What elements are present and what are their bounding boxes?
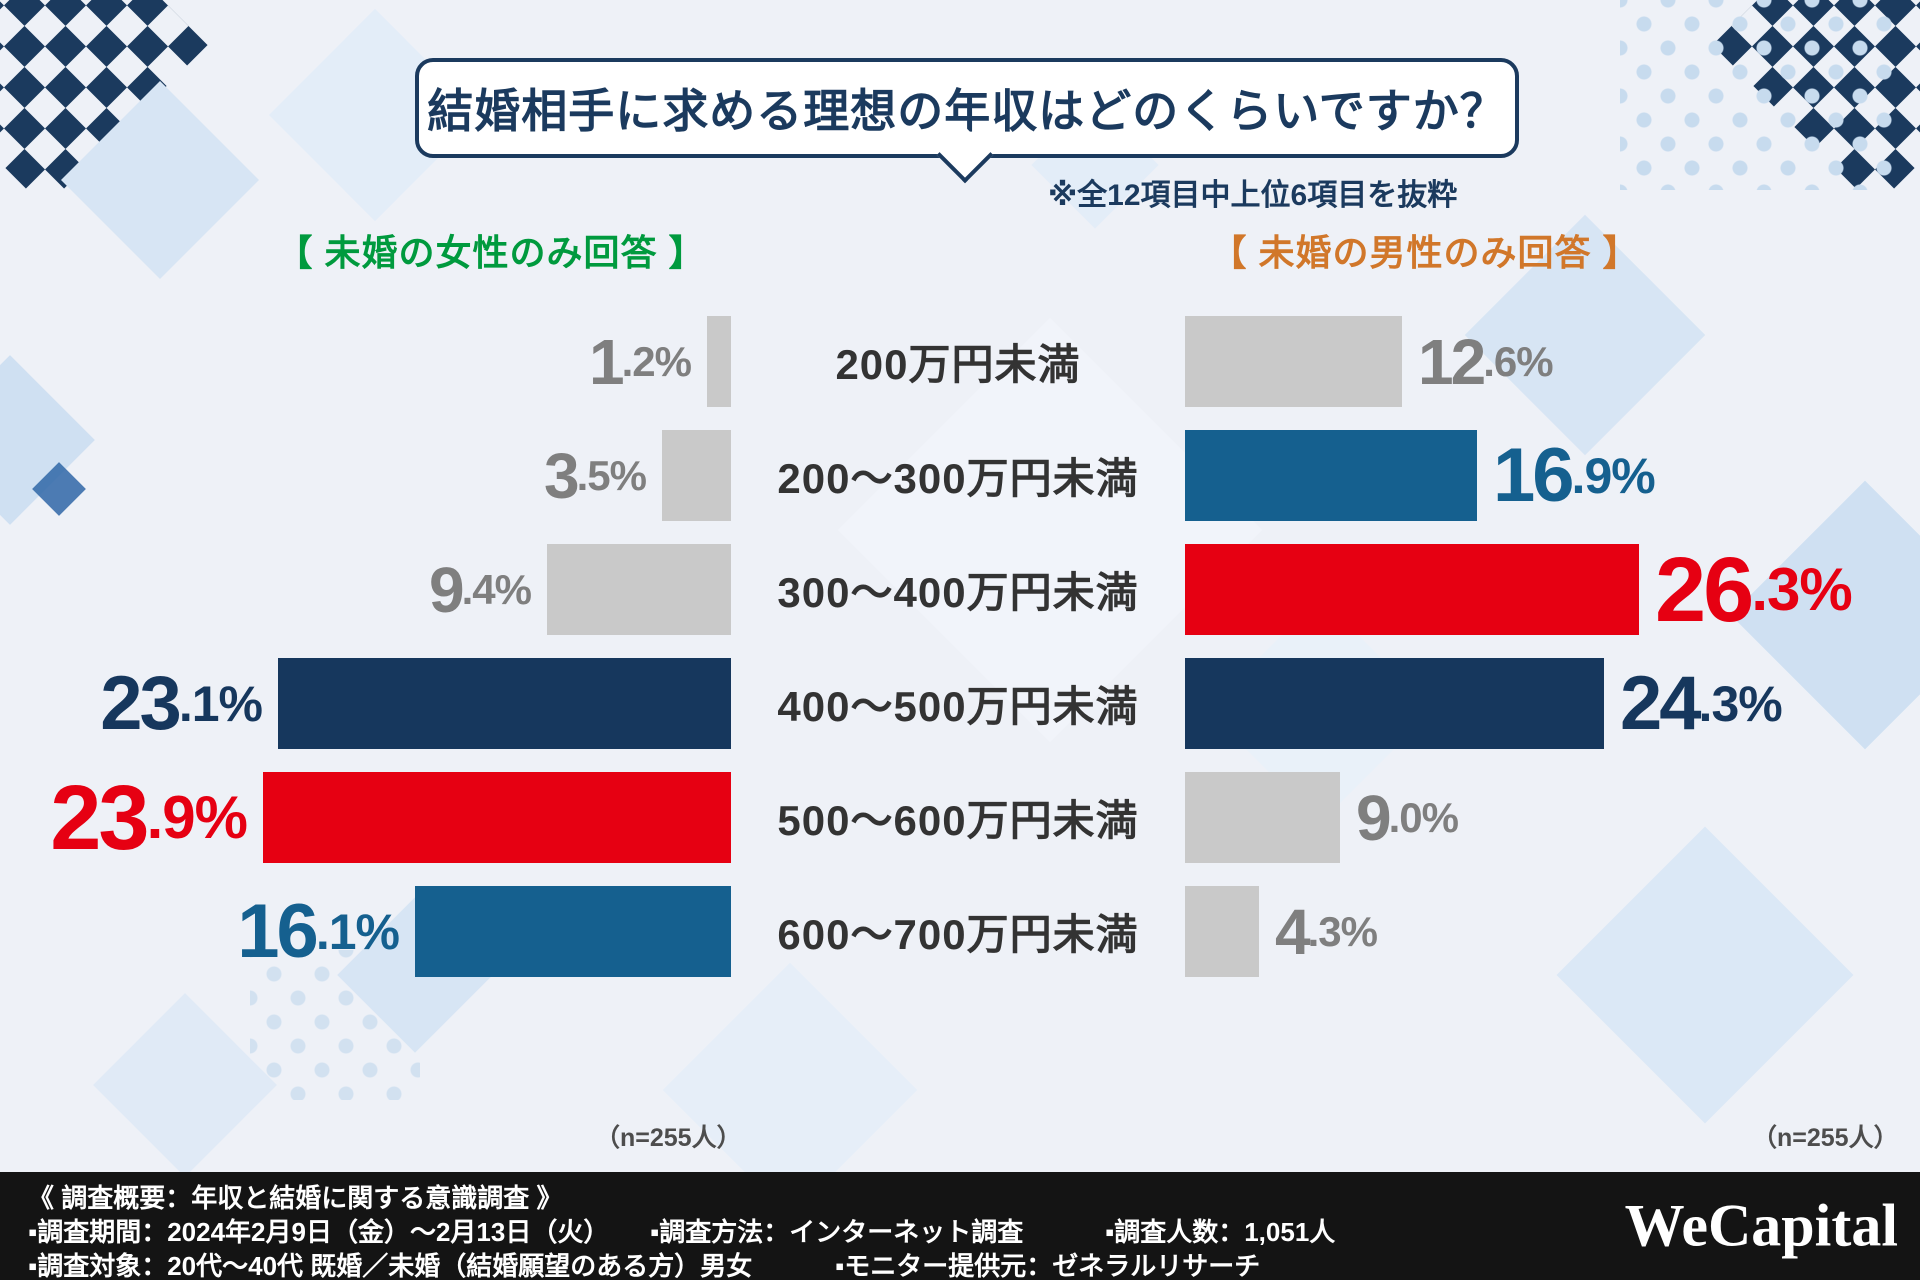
category-label: 400〜500万円未満 <box>777 683 1139 730</box>
female-value-label: 23.9% <box>50 766 248 869</box>
male-bar <box>1185 316 1402 407</box>
male-value-label: 12.6% <box>1418 316 1554 407</box>
survey-count: ▪調査人数：1,051人 <box>1105 1217 1336 1247</box>
chart-row: 3.5% 200〜300万円未満 16.9% <box>0 419 1920 533</box>
survey-period: ▪調査期間：2024年2月9日（金）〜2月13日（火） <box>28 1217 610 1247</box>
value-decimal-percent: .3% <box>1307 907 1378 955</box>
value-decimal-percent: .3% <box>1698 675 1783 732</box>
value-integer: 4 <box>1275 895 1311 968</box>
wecapital-logo: WeCapital <box>1624 1192 1898 1259</box>
female-bar <box>415 886 731 977</box>
female-column-header: 【 未婚の女性のみ回答 】 <box>276 232 706 273</box>
chart-row: 23.1% 400〜500万円未満 24.3% <box>0 647 1920 761</box>
value-decimal-percent: .3% <box>1751 555 1852 623</box>
value-integer: 23 <box>50 766 149 869</box>
male-value-label: 16.9% <box>1493 430 1656 521</box>
female-value-label: 3.5% <box>544 430 647 521</box>
male-value-label: 26.3% <box>1655 538 1853 641</box>
sample-size-right: （n=255人） <box>1752 1124 1899 1152</box>
value-integer: 12 <box>1418 325 1486 398</box>
survey-overview-heading: 《 調査概要：年収と結婚に関する意識調査 》 <box>28 1183 563 1213</box>
excerpt-note: ※全12項目中上位6項目を抜粋 <box>1048 179 1458 212</box>
value-decimal-percent: .1% <box>178 675 263 732</box>
male-bar <box>1185 658 1604 749</box>
value-integer: 16 <box>1493 432 1575 518</box>
value-integer: 24 <box>1620 660 1702 746</box>
female-bar <box>707 316 731 407</box>
female-bar <box>278 658 731 749</box>
value-integer: 9 <box>1356 781 1392 854</box>
sample-size-left: （n=255人） <box>595 1124 742 1152</box>
chart-row: 9.4% 300〜400万円未満 26.3% <box>0 533 1920 647</box>
category-label: 500〜600万円未満 <box>777 797 1139 844</box>
value-decimal-percent: .5% <box>576 451 647 499</box>
category-label: 200万円未満 <box>835 341 1081 388</box>
value-integer: 26 <box>1655 538 1754 641</box>
male-value-label: 4.3% <box>1275 886 1378 977</box>
value-integer: 3 <box>544 439 580 512</box>
male-bar <box>1185 772 1340 863</box>
survey-footer: 《 調査概要：年収と結婚に関する意識調査 》 ▪調査期間：2024年2月9日（金… <box>0 1172 1920 1280</box>
female-bar <box>662 430 731 521</box>
survey-monitor-provider: ▪モニター提供元：ゼネラルリサーチ <box>835 1251 1261 1280</box>
value-decimal-percent: .2% <box>621 337 692 385</box>
survey-target: ▪調査対象：20代〜40代 既婚／未婚（結婚願望のある方）男女 <box>28 1251 753 1280</box>
value-integer: 23 <box>100 660 182 746</box>
category-label: 600〜700万円未満 <box>777 911 1139 958</box>
value-decimal-percent: .1% <box>315 903 400 960</box>
male-value-label: 24.3% <box>1620 658 1783 749</box>
male-bar <box>1185 430 1477 521</box>
value-decimal-percent: .0% <box>1388 793 1459 841</box>
category-label: 300〜400万円未満 <box>777 569 1139 616</box>
male-column-header: 【 未婚の男性のみ回答 】 <box>1210 232 1640 273</box>
category-label: 200〜300万円未満 <box>777 455 1139 502</box>
male-value-label: 9.0% <box>1356 772 1459 863</box>
value-decimal-percent: .9% <box>146 783 248 851</box>
value-integer: 9 <box>429 553 465 626</box>
value-integer: 16 <box>237 888 319 974</box>
survey-method: ▪調査方法：インターネット調査 <box>650 1217 1024 1247</box>
female-bar <box>263 772 731 863</box>
male-bar <box>1185 886 1259 977</box>
chart-row: 1.2% 200万円未満 12.6% <box>0 305 1920 419</box>
female-bar <box>547 544 731 635</box>
female-value-label: 1.2% <box>589 316 692 407</box>
chart-row: 16.1% 600〜700万円未満 4.3% <box>0 875 1920 989</box>
chart-row: 23.9% 500〜600万円未満 9.0% <box>0 761 1920 875</box>
background-decoration <box>1620 0 1900 190</box>
female-value-label: 9.4% <box>429 544 532 635</box>
male-bar <box>1185 544 1639 635</box>
female-value-label: 23.1% <box>100 658 263 749</box>
value-decimal-percent: .6% <box>1483 337 1553 385</box>
value-decimal-percent: .4% <box>461 565 532 613</box>
value-decimal-percent: .9% <box>1571 447 1656 504</box>
female-value-label: 16.1% <box>237 886 400 977</box>
value-integer: 1 <box>589 325 625 398</box>
